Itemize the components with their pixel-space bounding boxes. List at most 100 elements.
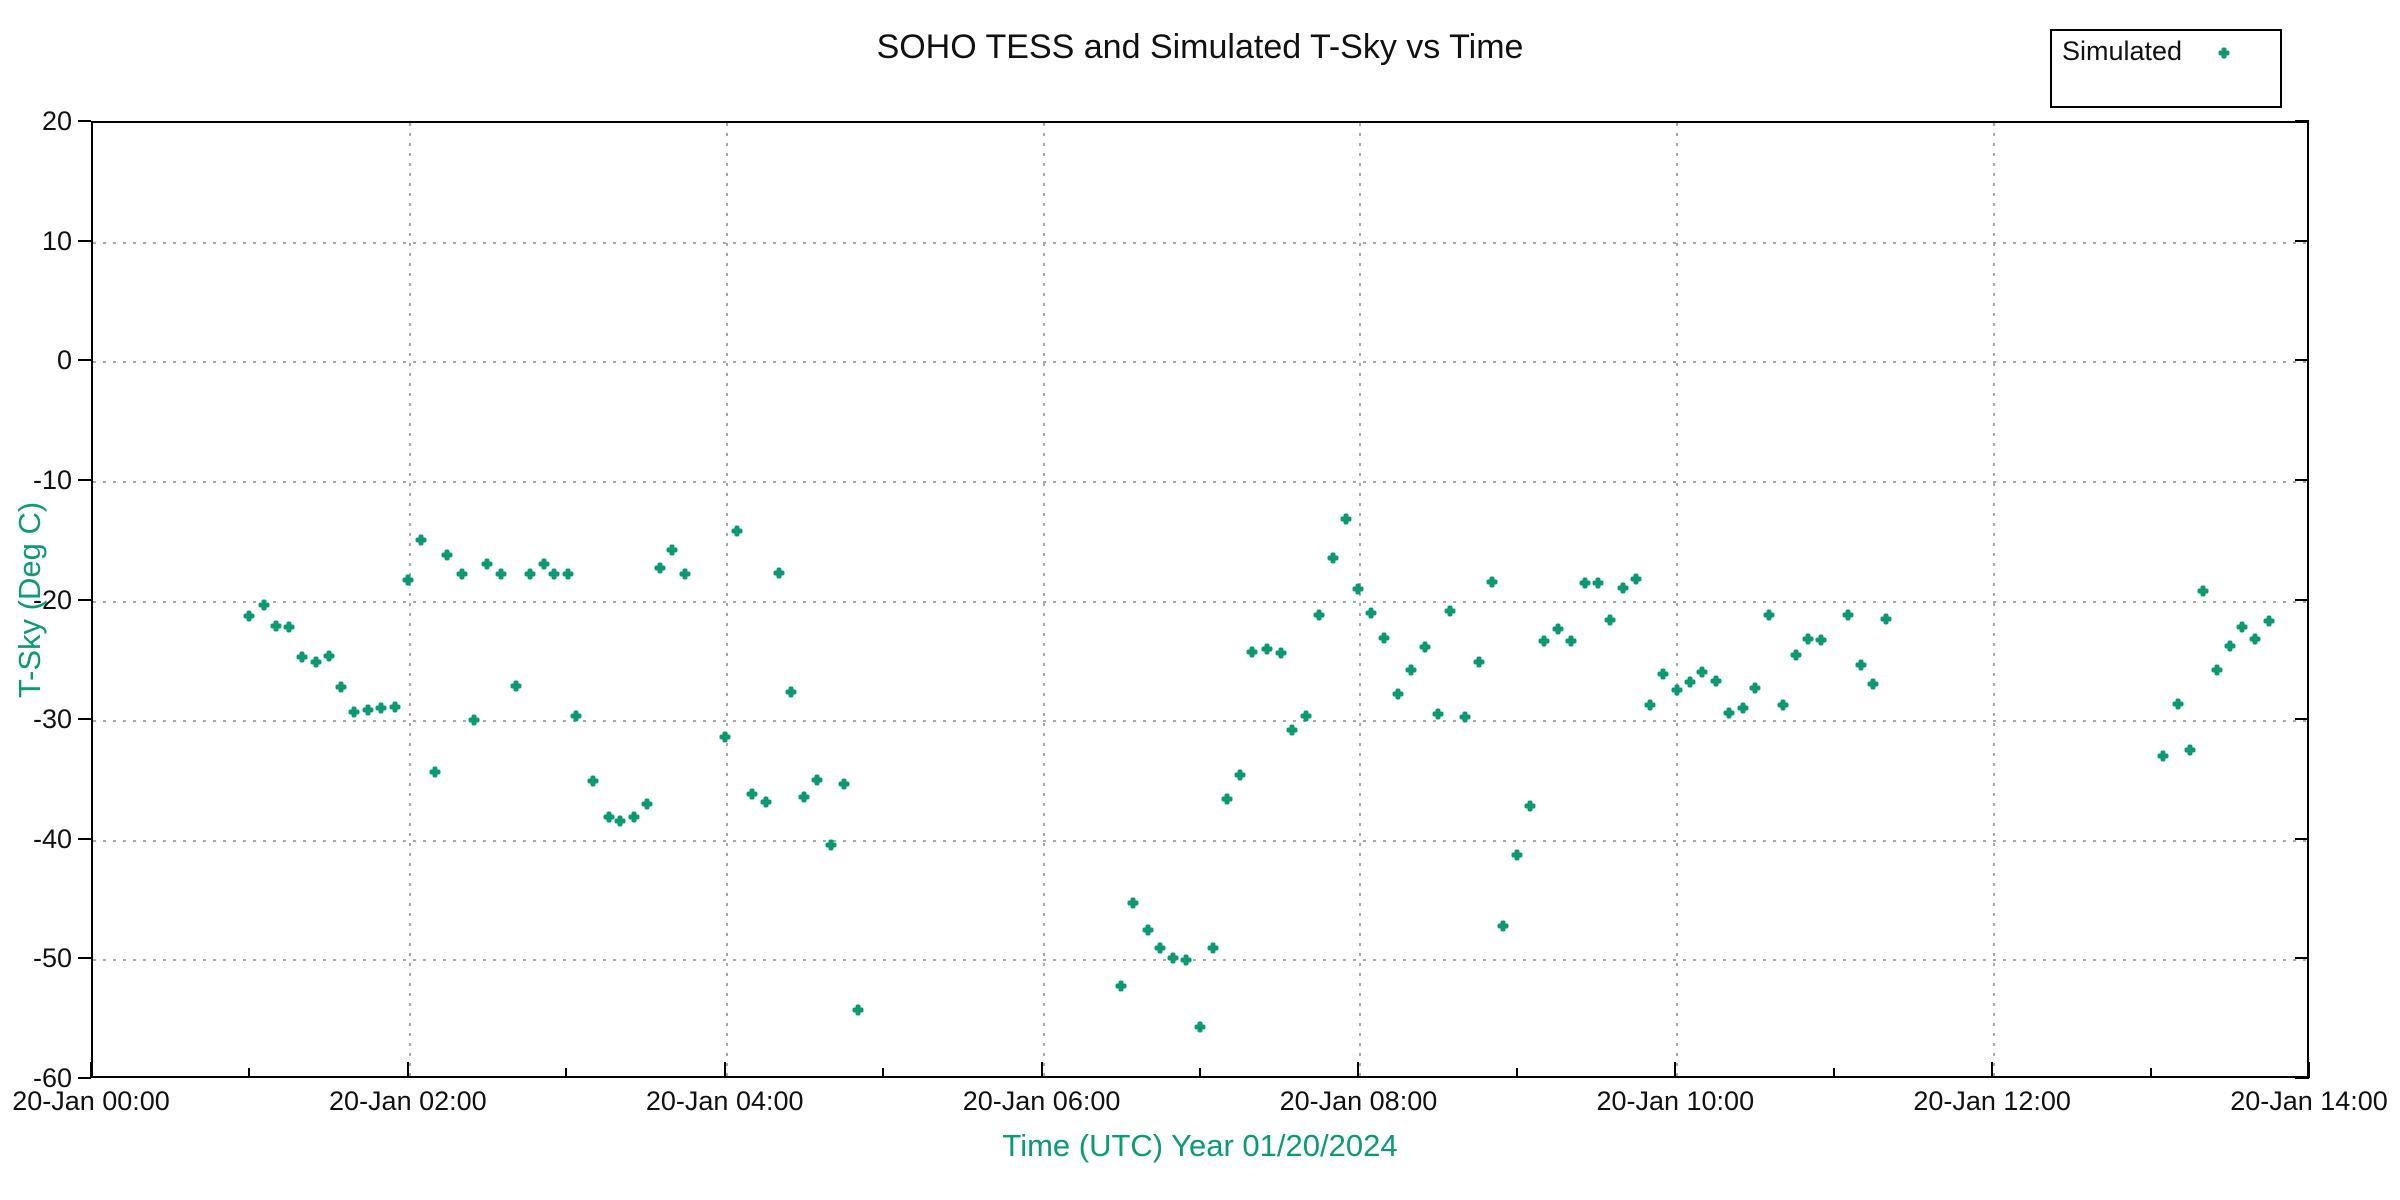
data-point [1194,1021,1206,1033]
y-axis-tick-right [2295,837,2309,840]
data-point [1419,641,1431,653]
x-gridline [408,123,411,1076]
data-point [666,544,678,556]
y-gridline [93,361,2307,364]
y-gridline [93,720,2307,723]
x-gridline [1676,123,1679,1076]
data-point [510,680,522,692]
data-point [1221,793,1233,805]
y-axis-tick-right [2295,478,2309,481]
data-point [1127,897,1139,909]
data-point [1802,633,1814,645]
data-point [1327,552,1339,564]
data-point [825,839,837,851]
data-point [1723,707,1735,719]
x-tick-label: 20-Jan 12:00 [1913,1086,2071,1116]
y-gridline [93,241,2307,244]
x-tick-label: 20-Jan 06:00 [962,1086,1121,1116]
data-point [1392,688,1404,700]
data-point [1684,676,1696,688]
data-point [2224,640,2236,652]
x-gridline [1993,123,1996,1076]
x-axis-major-tick [1040,1062,1043,1078]
data-point [283,621,295,633]
data-point [1657,668,1669,680]
data-point [548,568,560,580]
data-point [2249,633,2261,645]
data-point [1246,646,1258,658]
data-point [1565,635,1577,647]
data-point [1671,684,1683,696]
data-point [2197,585,2209,597]
data-point [258,599,270,611]
data-point [603,811,615,823]
data-point [1592,577,1604,589]
y-axis-tick [78,598,91,601]
y-axis-tick [78,239,91,242]
data-point [1432,708,1444,720]
data-point [415,534,427,546]
data-point [562,568,574,580]
data-point [746,788,758,800]
x-axis-title: Time (UTC) Year 01/20/2024 [1002,1128,1398,1163]
x-axis-minor-tick [1832,1068,1835,1078]
data-point [811,774,823,786]
data-point [852,1004,864,1016]
data-point [2157,750,2169,762]
x-gridline [725,123,728,1076]
data-point [310,656,322,668]
data-point [1378,632,1390,644]
y-tick-label: -60 [32,1063,72,1093]
data-point [654,562,666,574]
data-point [243,610,255,622]
data-point [1790,649,1802,661]
x-axis-major-tick [1991,1062,1994,1078]
data-point [1777,699,1789,711]
x-tick-label: 20-Jan 00:00 [12,1086,170,1116]
y-tick-label: -20 [32,584,72,615]
y-tick-label: 10 [41,225,72,256]
y-tick-label: -40 [32,823,72,854]
data-point [362,704,374,716]
data-point [1459,711,1471,723]
data-point [538,558,550,570]
data-point [1473,656,1485,668]
y-tick-label: 0 [56,345,72,376]
data-point [1300,710,1312,722]
data-point [1180,954,1192,966]
y-gridline [93,839,2307,842]
data-point [481,558,493,570]
data-point [2263,615,2275,627]
y-tick-label: 20 [41,106,72,136]
x-axis-minor-tick [2149,1068,2152,1078]
y-gridline [93,959,2307,962]
data-point [468,714,480,726]
y-axis-tick [78,957,91,960]
data-point [1207,942,1219,954]
data-point [1630,573,1642,585]
x-gridline [1042,123,1045,1076]
legend-box: Simulated [2050,29,2282,108]
data-point [628,811,640,823]
y-axis-tick-right [2295,239,2309,242]
data-point [456,568,468,580]
data-point [1524,800,1536,812]
y-gridline [93,600,2307,603]
data-point [1115,980,1127,992]
data-point [2184,744,2196,756]
data-point [1511,849,1523,861]
y-axis-tick [78,478,91,481]
y-axis-tick [78,718,91,721]
data-point [1313,609,1325,621]
y-axis-tick [78,1077,91,1079]
data-point [1340,513,1352,525]
data-point [1444,605,1456,617]
y-axis-tick-right [2295,1077,2309,1079]
x-axis-major-tick [1357,1062,1360,1078]
data-point [838,778,850,790]
y-tick-label: -50 [32,943,72,974]
y-gridline [93,480,2307,483]
x-axis-major-tick [723,1062,726,1078]
data-point [1286,724,1298,736]
legend-marker-icon [2218,47,2230,59]
